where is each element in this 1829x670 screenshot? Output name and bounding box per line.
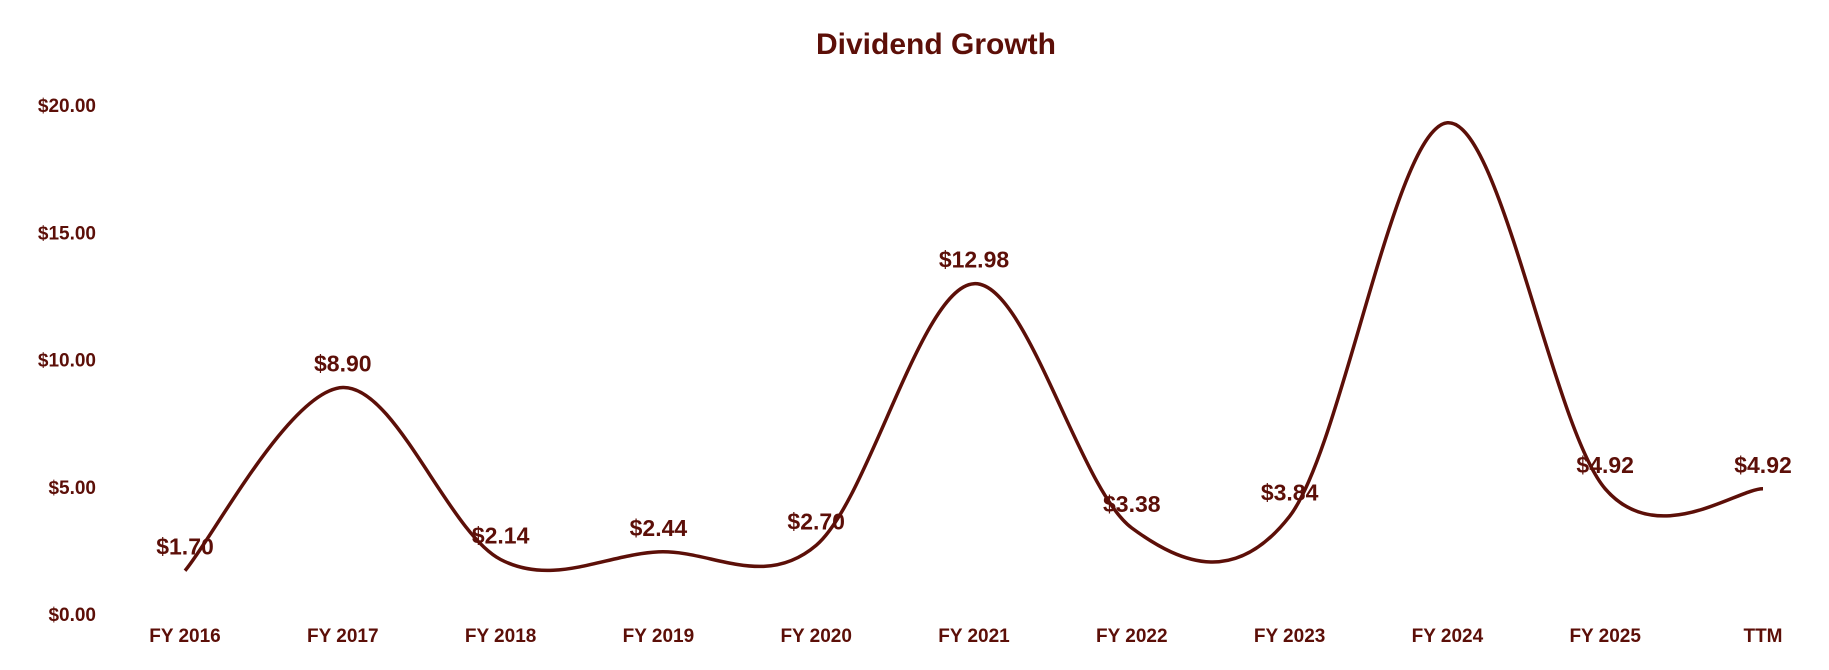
y-tick-label: $0.00 — [48, 605, 96, 626]
chart-title: Dividend Growth — [816, 28, 1056, 61]
y-tick-label: $15.00 — [38, 223, 96, 244]
x-tick-label: FY 2022 — [1096, 626, 1167, 647]
y-axis: $0.00 $5.00 $10.00 $15.00 $20.00 — [38, 96, 96, 626]
x-tick-label: FY 2017 — [307, 626, 378, 647]
x-tick-label: TTM — [1743, 626, 1782, 647]
series-dividend — [183, 121, 1764, 573]
data-label: $4.92 — [1734, 452, 1792, 478]
series-line — [183, 121, 1764, 573]
y-tick-label: $5.00 — [48, 478, 96, 499]
data-label: $3.84 — [1261, 479, 1319, 505]
data-label: $12.98 — [939, 247, 1010, 273]
data-label: $2.70 — [787, 508, 845, 534]
x-tick-label: FY 2023 — [1254, 626, 1325, 647]
y-tick-label: $20.00 — [38, 96, 96, 117]
x-tick-label: FY 2020 — [780, 626, 851, 647]
data-label: $2.14 — [472, 523, 530, 549]
y-tick-label: $10.00 — [38, 351, 96, 372]
data-labels: $1.70 $8.90 $2.14 $2.44 $2.70 $12.98 $3.38 $3.8… — [156, 247, 1792, 560]
x-tick-label: FY 2016 — [149, 626, 220, 647]
data-label: $2.44 — [630, 515, 688, 541]
data-label: $4.92 — [1576, 452, 1634, 478]
data-label: $1.70 — [156, 534, 214, 560]
data-label: $8.90 — [314, 350, 372, 376]
x-tick-label: FY 2019 — [623, 626, 694, 647]
x-axis: FY 2016 FY 2017 FY 2018 FY 2019 FY 2020 FY 20… — [149, 626, 1782, 647]
data-label: $3.38 — [1103, 491, 1161, 517]
x-tick-label: FY 2024 — [1412, 626, 1484, 647]
x-tick-label: FY 2025 — [1569, 626, 1641, 647]
x-tick-label: FY 2018 — [465, 626, 536, 647]
x-tick-label: FY 2021 — [938, 626, 1010, 647]
